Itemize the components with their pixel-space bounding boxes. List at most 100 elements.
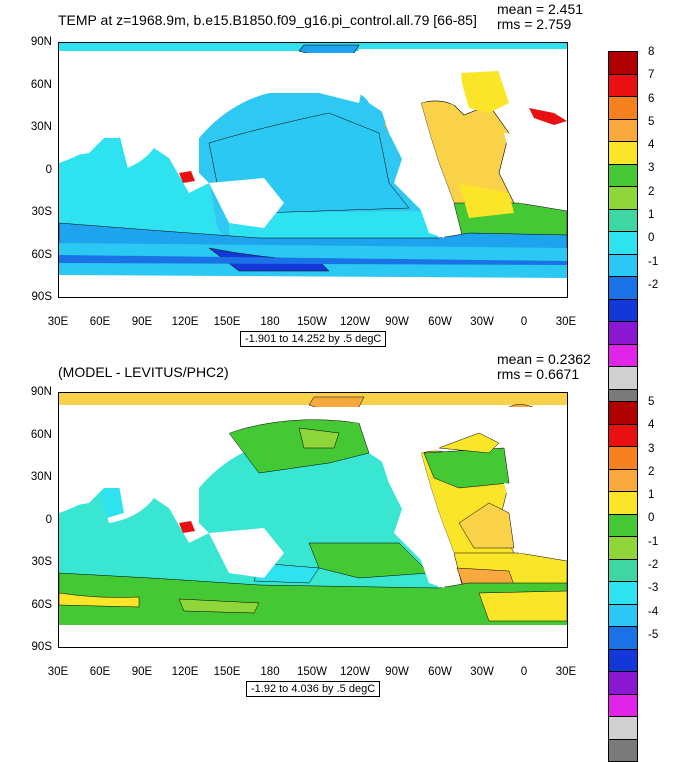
panel1-colorbar-label: 1 [648, 209, 672, 221]
panel2-colorbar-label: 3 [648, 443, 672, 455]
panel2-mean: mean = 0.2362 [497, 352, 591, 367]
panel1-rms: rms = 2.759 [497, 17, 571, 32]
panel2-colorbar-label: -1 [648, 536, 672, 548]
p2-land-europe [499, 407, 567, 458]
panel2-colorbar-label: 4 [648, 419, 672, 431]
panel2-lat-tick: 60N [16, 429, 52, 441]
panel2-lon-tick: 30E [38, 666, 78, 678]
panel1-lon-tick: 90E [122, 316, 162, 328]
panel2-colorbar-label: -3 [648, 582, 672, 594]
panel2-field [59, 393, 567, 647]
panel2-rms: rms = 0.6671 [497, 367, 579, 382]
panel1-range-label: -1.901 to 14.252 by .5 degC [240, 331, 386, 347]
panel1-lon-tick: 60E [80, 316, 120, 328]
panel2-lon-tick: 180 [250, 666, 290, 678]
panel2-colorbar-label: 1 [648, 489, 672, 501]
panel2-colorbar-label: -2 [648, 559, 672, 571]
panel1-field [59, 43, 567, 297]
colorbar-swatch [608, 649, 638, 673]
panel1-lon-tick: 150E [207, 316, 247, 328]
panel2-colorbar-label: 5 [648, 396, 672, 408]
panel1-lon-tick: 30E [546, 316, 586, 328]
panel2-lat-tick: 30N [16, 471, 52, 483]
panel1-colorbar-label: 3 [648, 162, 672, 174]
colorbar-swatch [608, 604, 638, 628]
colorbar-swatch [608, 299, 638, 323]
panel1-lon-tick: 60W [420, 316, 460, 328]
panel2-colorbar-label: 0 [648, 512, 672, 524]
panel1-lat-tick: 30S [16, 206, 52, 218]
panel1-colorbar-label: 2 [648, 186, 672, 198]
colorbar-swatch [608, 186, 638, 210]
colorbar-swatch [608, 401, 638, 425]
colorbar-swatch [608, 254, 638, 278]
panel1-colorbar-label: 8 [648, 46, 672, 58]
panel1-lon-tick: 180 [250, 316, 290, 328]
colorbar-swatch [608, 469, 638, 493]
panel2-colorbar-label: -5 [648, 629, 672, 641]
panel2-lon-tick: 90W [377, 666, 417, 678]
colorbar-swatch [608, 739, 638, 762]
panel2-lon-tick: 30E [546, 666, 586, 678]
p1-arctic-2 [359, 43, 567, 49]
panel2-lon-tick: 0 [504, 666, 544, 678]
colorbar-swatch [608, 96, 638, 120]
colorbar-swatch [608, 424, 638, 448]
panel1-colorbar [608, 52, 638, 412]
panel1-title: TEMP at z=1968.9m, b.e15.B1850.f09_g16.p… [58, 12, 477, 28]
panel1-colorbar-label: -2 [648, 279, 672, 291]
panel2-lon-tick: 120W [335, 666, 375, 678]
colorbar-swatch [608, 276, 638, 300]
p2-southern-4 [479, 591, 567, 621]
colorbar-swatch [608, 231, 638, 255]
panel1-lon-tick: 150W [292, 316, 332, 328]
panel1-colorbar-label: 4 [648, 139, 672, 151]
panel1-lon-tick: 30E [38, 316, 78, 328]
colorbar-swatch [608, 51, 638, 75]
panel2-lat-tick: 60S [16, 599, 52, 611]
panel1-mean: mean = 2.451 [497, 2, 583, 17]
colorbar-swatch [608, 514, 638, 538]
colorbar-swatch [608, 209, 638, 233]
p2-land-antarctica [59, 629, 567, 647]
panel2-lon-tick: 60W [420, 666, 460, 678]
panel1-lat-tick: 90S [16, 291, 52, 303]
colorbar-swatch [608, 671, 638, 695]
panel2-lat-tick: 0 [16, 514, 52, 526]
colorbar-swatch [608, 344, 638, 368]
colorbar-swatch [608, 141, 638, 165]
panel2-range-label: -1.92 to 4.036 by .5 degC [246, 681, 380, 697]
panel1-map [58, 42, 568, 298]
panel2-lat-tick: 90S [16, 641, 52, 653]
colorbar-swatch [608, 626, 638, 650]
panel2-lon-tick: 150W [292, 666, 332, 678]
panel1-lon-tick: 30W [462, 316, 502, 328]
panel1-lat-tick: 90N [16, 36, 52, 48]
panel2-lon-tick: 30W [462, 666, 502, 678]
colorbar-swatch [608, 559, 638, 583]
colorbar-swatch [608, 321, 638, 345]
panel2-lon-tick: 150E [207, 666, 247, 678]
panel2-lat-tick: 30S [16, 556, 52, 568]
colorbar-swatch [608, 74, 638, 98]
colorbar-swatch [608, 694, 638, 718]
panel1-lon-tick: 90W [377, 316, 417, 328]
panel1-lat-tick: 60N [16, 79, 52, 91]
colorbar-swatch [608, 446, 638, 470]
panel1-colorbar-label: 6 [648, 93, 672, 105]
p1-land-africa-e [504, 133, 567, 208]
p1-med [529, 108, 567, 125]
panel1-colorbar-label: 0 [648, 232, 672, 244]
panel1-colorbar-label: 5 [648, 116, 672, 128]
panel1-lon-tick: 120W [335, 316, 375, 328]
colorbar-swatch [608, 366, 638, 390]
panel2-lon-tick: 60E [80, 666, 120, 678]
panel1-lon-tick: 120E [165, 316, 205, 328]
colorbar-swatch [608, 536, 638, 560]
colorbar-swatch [608, 119, 638, 143]
panel1-lat-tick: 30N [16, 121, 52, 133]
p1-land-antarctica [59, 279, 567, 297]
panel2-map [58, 392, 568, 648]
panel2-lat-tick: 90N [16, 386, 52, 398]
panel1-lon-tick: 0 [504, 316, 544, 328]
